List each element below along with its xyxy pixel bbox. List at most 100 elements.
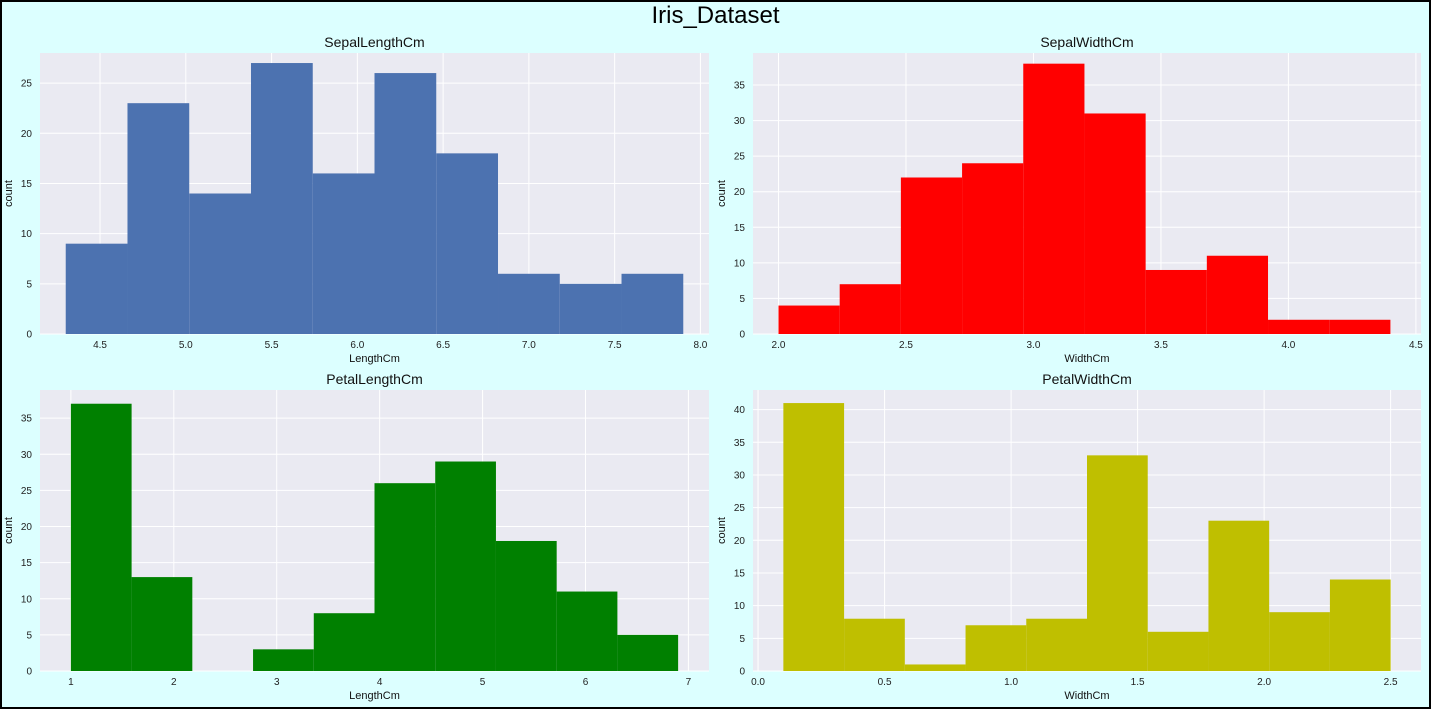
x-tick-label: 6 bbox=[583, 677, 589, 688]
y-tick-label: 30 bbox=[21, 450, 33, 461]
x-tick-label: 0.0 bbox=[751, 677, 765, 688]
x-tick-label: 4.0 bbox=[1281, 340, 1295, 351]
x-tick-label: 7.5 bbox=[608, 340, 622, 351]
histogram-bar bbox=[1023, 63, 1085, 334]
y-tick-label: 20 bbox=[21, 522, 33, 533]
panel-title: SepalLengthCm bbox=[324, 34, 424, 50]
x-tick-label: 3 bbox=[274, 677, 280, 688]
histogram-bar bbox=[127, 103, 190, 334]
y-tick-label: 35 bbox=[21, 414, 33, 425]
x-tick-label: 5.5 bbox=[265, 340, 279, 351]
y-tick-label: 20 bbox=[734, 187, 746, 198]
histogram-bar bbox=[1269, 612, 1330, 671]
x-tick-label: 5 bbox=[480, 677, 486, 688]
y-tick-label: 10 bbox=[734, 258, 746, 269]
histogram-bar bbox=[783, 403, 845, 671]
y-tick-label: 0 bbox=[739, 667, 745, 678]
y-tick-label: 15 bbox=[21, 558, 33, 569]
histogram-bar bbox=[1026, 618, 1087, 671]
y-tick-label: 5 bbox=[739, 634, 745, 645]
x-tick-label: 7.0 bbox=[522, 340, 536, 351]
histogram-bar bbox=[1268, 319, 1330, 334]
x-axis-label: WidthCm bbox=[1064, 690, 1109, 702]
y-tick-label: 25 bbox=[21, 486, 33, 497]
histogram-bar bbox=[436, 153, 499, 334]
histogram-bar bbox=[778, 305, 840, 334]
histogram-bar bbox=[435, 461, 496, 671]
histogram-bar bbox=[904, 664, 966, 671]
x-tick-label: 3.0 bbox=[1027, 340, 1041, 351]
histogram-bar bbox=[839, 284, 901, 334]
y-tick-label: 20 bbox=[734, 536, 746, 547]
y-tick-label: 10 bbox=[21, 229, 33, 240]
histogram-bar bbox=[313, 613, 375, 671]
x-axis-label: WidthCm bbox=[1064, 353, 1109, 365]
histogram-petal-length: 1 2 3 4 5 6 7 0 5 10 15 20 25 30 35 PetalLengthCm Length… bbox=[3, 371, 709, 702]
histogram-bar bbox=[498, 273, 560, 334]
x-tick-label: 4.5 bbox=[93, 340, 107, 351]
histogram-sepal-length: 4.5 5.0 5.5 6.0 6.5 7.0 7.5 8.0 0 5 10 15 20 25 SepalL… bbox=[3, 34, 709, 365]
y-tick-label: 5 bbox=[26, 630, 32, 641]
x-tick-label: 5.0 bbox=[179, 340, 193, 351]
histogram-bar bbox=[253, 649, 314, 671]
y-tick-label: 5 bbox=[739, 294, 745, 305]
y-tick-label: 10 bbox=[734, 601, 746, 612]
histogram-bar bbox=[495, 540, 557, 671]
y-tick-label: 20 bbox=[21, 129, 33, 140]
histogram-bar bbox=[1084, 113, 1146, 334]
histogram-bar bbox=[1147, 631, 1209, 671]
histogram-bar bbox=[965, 625, 1027, 671]
y-tick-label: 15 bbox=[734, 223, 746, 234]
histogram-bar bbox=[1087, 455, 1148, 671]
histogram-bar bbox=[70, 403, 132, 671]
y-tick-label: 25 bbox=[734, 503, 746, 514]
histogram-bar bbox=[374, 73, 437, 335]
histogram-bar bbox=[189, 193, 251, 334]
x-tick-label: 4.5 bbox=[1409, 340, 1423, 351]
panel-title: PetalLengthCm bbox=[326, 371, 423, 387]
histogram-bar bbox=[1145, 269, 1207, 334]
histogram-bar bbox=[844, 618, 905, 671]
histogram-bar bbox=[962, 163, 1024, 334]
y-tick-label: 15 bbox=[734, 568, 746, 579]
x-tick-label: 6.0 bbox=[350, 340, 364, 351]
y-axis-label: count bbox=[716, 517, 728, 544]
x-tick-label: 7 bbox=[686, 677, 692, 688]
x-tick-label: 2.0 bbox=[1257, 677, 1271, 688]
histogram-bar bbox=[1206, 255, 1269, 334]
histogram-bar bbox=[900, 177, 963, 334]
y-tick-label: 5 bbox=[26, 279, 32, 290]
y-tick-label: 25 bbox=[734, 152, 746, 163]
x-tick-label: 1.5 bbox=[1131, 677, 1145, 688]
x-tick-label: 2 bbox=[171, 677, 177, 688]
y-tick-label: 0 bbox=[26, 667, 32, 678]
y-tick-label: 40 bbox=[734, 405, 746, 416]
x-tick-label: 8.0 bbox=[693, 340, 707, 351]
histogram-bar bbox=[559, 283, 622, 334]
y-tick-label: 30 bbox=[734, 470, 746, 481]
y-tick-label: 35 bbox=[734, 438, 746, 449]
x-tick-label: 3.5 bbox=[1154, 340, 1168, 351]
histogram-bar bbox=[1208, 520, 1270, 671]
x-tick-label: 6.5 bbox=[436, 340, 450, 351]
y-tick-label: 30 bbox=[734, 116, 746, 127]
x-tick-label: 1.0 bbox=[1004, 677, 1018, 688]
histogram-bar bbox=[617, 634, 679, 671]
histogram-bar bbox=[1329, 319, 1391, 334]
x-tick-label: 0.5 bbox=[878, 677, 892, 688]
histogram-bar bbox=[1329, 579, 1391, 671]
histogram-bar bbox=[312, 173, 375, 334]
histogram-bar bbox=[131, 577, 193, 671]
y-axis-label: count bbox=[3, 180, 15, 207]
x-tick-label: 2.5 bbox=[1384, 677, 1398, 688]
histogram-sepal-width: 2.0 2.5 3.0 3.5 4.0 4.5 0 5 10 15 20 25 30 35 SepalWid… bbox=[716, 34, 1423, 365]
histogram-bar bbox=[374, 483, 436, 671]
y-axis-label: count bbox=[3, 517, 15, 544]
x-axis-label: LengthCm bbox=[349, 353, 400, 365]
panel-title: PetalWidthCm bbox=[1042, 371, 1131, 387]
y-tick-label: 25 bbox=[21, 79, 33, 90]
x-tick-label: 2.5 bbox=[899, 340, 913, 351]
figure-title: Iris_Dataset bbox=[651, 2, 780, 29]
y-tick-label: 10 bbox=[21, 594, 33, 605]
